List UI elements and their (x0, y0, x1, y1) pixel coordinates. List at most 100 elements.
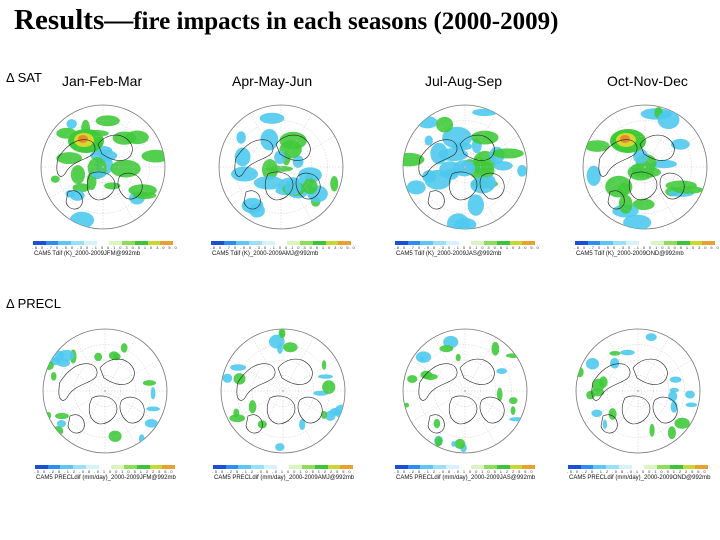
season-label-jfm: Jan-Feb-Mar (62, 73, 143, 89)
field-blob (275, 443, 285, 452)
field-blob (321, 410, 328, 419)
colorbar-swatch (407, 465, 421, 469)
field-blob (674, 417, 690, 429)
sat-panel-jas: -8.0 -7.0 -5.0 -3.0 -1.0 0.1 0.3 0.5 1.0… (390, 96, 540, 258)
colorbar-swatch (96, 241, 110, 245)
meridian-line (51, 359, 106, 392)
colorbar-swatch (638, 241, 652, 245)
meridian-line (464, 390, 497, 445)
field-blob (420, 370, 433, 379)
title-prefix: Results— (14, 4, 134, 36)
field-blob (586, 165, 601, 186)
coastline (245, 414, 263, 434)
field-blob (632, 198, 655, 211)
sat-colorbar-jas (395, 241, 536, 245)
field-blob (274, 150, 286, 165)
colorbar-swatch (689, 241, 703, 245)
field-blob (253, 176, 285, 190)
coastline (427, 190, 445, 210)
sat-colorbar-ond (575, 241, 716, 245)
field-blob (406, 180, 426, 195)
precl-map-jas (402, 328, 528, 454)
precl-ticks-jas: -5.0 -2.5 -1.2 -0.5 -0.1 0 0.1 0.5 1.2 2… (394, 469, 535, 474)
field-blob (407, 375, 418, 383)
coastline (234, 139, 274, 177)
field-blob (590, 388, 605, 397)
field-blob (50, 175, 60, 183)
meridian-line (227, 166, 282, 199)
season-label-amj: Apr-May-Jun (232, 73, 313, 89)
precl-caption-jfm: CAM5 PRECLdif (mm/day)_2000-2009JFM@992m… (36, 475, 176, 481)
colorbar-swatch (657, 465, 670, 469)
colorbar-swatch (160, 241, 174, 245)
precl-map-jfm (42, 328, 168, 454)
field-blob (104, 182, 121, 190)
colorbar-swatch (213, 465, 226, 469)
precl-caption-jas: CAM5 PRECLdif (mm/day)_2000-2009JAS@992m… (396, 475, 536, 481)
meridian-line (282, 337, 315, 392)
coastline (65, 190, 83, 210)
meridian-line (637, 359, 692, 392)
colorbar-swatch (580, 465, 594, 469)
colorbar-swatch (124, 465, 137, 469)
field-blob (669, 376, 682, 383)
field-blob (585, 358, 600, 370)
sat-caption-jas: CAM5 Tdif (K)_2000-2009JAS@992mb (396, 251, 502, 257)
coastline (67, 414, 85, 434)
field-blob (325, 410, 336, 421)
coastline (266, 395, 296, 425)
field-blob (467, 194, 485, 216)
field-blob (95, 115, 120, 127)
field-blob (436, 116, 454, 133)
field-blob (673, 186, 704, 194)
field-blob (66, 119, 77, 129)
precl-panel-jfm: -5.0 -2.5 -1.2 -0.5 -0.1 0 0.1 0.5 1.2 2… (30, 320, 180, 482)
coastline (88, 395, 118, 425)
meridian-line (104, 390, 159, 423)
meridian-line (411, 166, 466, 199)
field-blob (262, 159, 279, 180)
sat-ticks-jas: -8.0 -7.0 -5.0 -3.0 -1.0 0.1 0.3 0.5 1.0… (394, 245, 541, 250)
coastline (99, 358, 135, 385)
colorbar-swatch (471, 465, 485, 469)
field-blob (133, 191, 157, 200)
sat-panel-amj: -8.0 -7.0 -5.0 -3.0 -1.0 0.1 0.3 0.5 1.0… (206, 96, 356, 258)
colorbar-swatch (600, 241, 614, 245)
meridian-line (411, 359, 466, 392)
field-blob (334, 404, 345, 419)
field-blob (120, 343, 128, 353)
colorbar-swatch (587, 241, 601, 245)
meridian-line (282, 390, 337, 423)
precl-ticks-amj: -5.0 -2.5 -1.2 -0.5 -0.1 0 0.1 0.5 1.2 2… (212, 469, 353, 474)
colorbar-swatch (395, 465, 408, 469)
coastline (628, 171, 658, 201)
field-blob (403, 152, 425, 167)
coastline (295, 172, 321, 200)
coastline (479, 396, 505, 424)
field-blob (650, 159, 677, 169)
colorbar-swatch (509, 465, 523, 469)
colorbar-swatch (327, 465, 341, 469)
field-blob (517, 164, 527, 177)
colorbar-swatch (625, 241, 639, 245)
meridian-line (280, 166, 335, 199)
field-blob (50, 371, 57, 381)
field-blob (434, 436, 443, 447)
colorbar-swatch (702, 241, 716, 245)
meridian-line (49, 135, 104, 168)
meridian-line (104, 337, 137, 392)
meridian-line (411, 135, 466, 168)
field-blob (609, 351, 621, 356)
meridian-line (464, 166, 497, 221)
colorbar-swatch (302, 465, 315, 469)
colorbar-swatch (484, 465, 497, 469)
coastline (117, 172, 143, 200)
meridian-line (282, 390, 315, 445)
coastline (607, 190, 625, 210)
coastline (297, 396, 323, 424)
meridian-line (606, 390, 639, 445)
colorbar-swatch (458, 465, 472, 469)
field-blob (69, 211, 95, 229)
colorbar-swatch (276, 465, 290, 469)
field-blob (229, 414, 246, 423)
